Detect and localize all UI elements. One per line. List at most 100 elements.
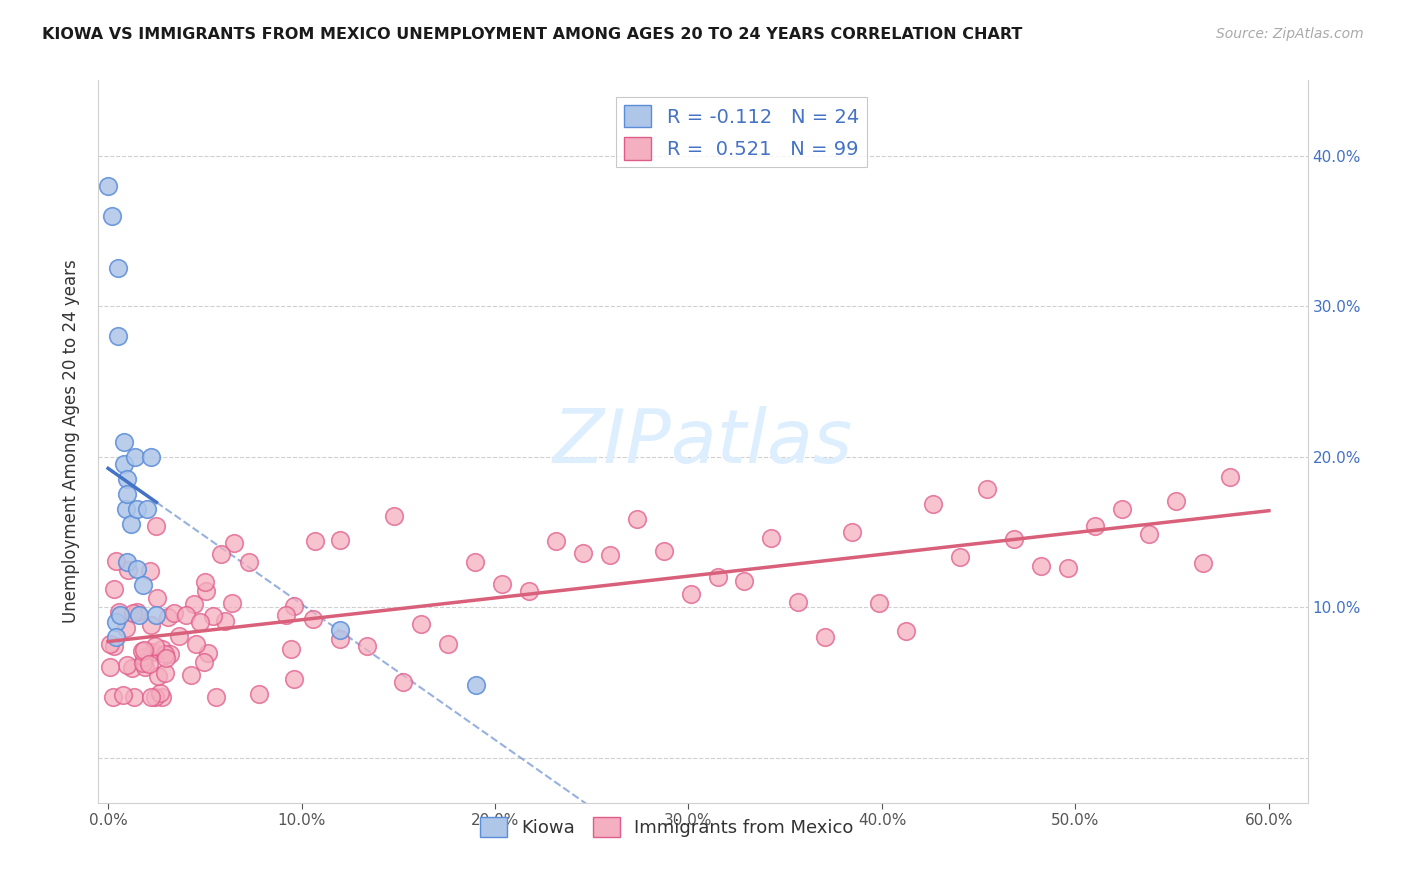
- Point: [224, 536, 246, 550]
- Point: [949, 550, 972, 565]
- Point: [117, 563, 139, 577]
- Point: [104, 615, 127, 630]
- Point: [127, 502, 149, 516]
- Point: [143, 639, 166, 653]
- Point: [146, 591, 169, 605]
- Point: [108, 607, 131, 622]
- Point: [124, 690, 146, 705]
- Point: [1219, 470, 1241, 484]
- Y-axis label: Unemployment Among Ages 20 to 24 years: Unemployment Among Ages 20 to 24 years: [62, 260, 80, 624]
- Point: [922, 497, 945, 511]
- Point: [464, 678, 486, 692]
- Point: [1084, 518, 1107, 533]
- Point: [150, 690, 173, 705]
- Point: [329, 632, 352, 646]
- Point: [121, 661, 143, 675]
- Point: [868, 596, 890, 610]
- Point: [841, 524, 863, 539]
- Point: [108, 605, 131, 619]
- Point: [122, 606, 145, 620]
- Point: [132, 642, 155, 657]
- Point: [214, 614, 236, 628]
- Point: [329, 623, 352, 637]
- Point: [679, 587, 702, 601]
- Point: [283, 599, 305, 613]
- Point: [1111, 501, 1133, 516]
- Point: [517, 583, 540, 598]
- Point: [1192, 556, 1215, 570]
- Point: [787, 594, 810, 608]
- Point: [356, 639, 378, 653]
- Text: KIOWA VS IMMIGRANTS FROM MEXICO UNEMPLOYMENT AMONG AGES 20 TO 24 YEARS CORRELATI: KIOWA VS IMMIGRANTS FROM MEXICO UNEMPLOY…: [42, 27, 1022, 42]
- Point: [120, 517, 142, 532]
- Point: [599, 548, 621, 562]
- Point: [247, 687, 270, 701]
- Point: [145, 607, 167, 622]
- Point: [112, 457, 135, 471]
- Point: [201, 609, 224, 624]
- Point: [127, 606, 149, 620]
- Point: [139, 690, 162, 705]
- Legend: Kiowa, Immigrants from Mexico: Kiowa, Immigrants from Mexico: [472, 810, 860, 845]
- Point: [128, 607, 150, 622]
- Point: [107, 261, 129, 276]
- Point: [103, 639, 125, 653]
- Point: [112, 689, 135, 703]
- Point: [814, 630, 837, 644]
- Point: [761, 531, 783, 545]
- Point: [117, 487, 139, 501]
- Point: [159, 647, 181, 661]
- Point: [280, 641, 302, 656]
- Point: [304, 534, 326, 549]
- Point: [896, 624, 918, 638]
- Point: [148, 668, 170, 682]
- Point: [180, 668, 202, 682]
- Point: [163, 606, 186, 620]
- Point: [104, 630, 127, 644]
- Point: [626, 512, 648, 526]
- Point: [132, 577, 155, 591]
- Point: [98, 637, 121, 651]
- Point: [138, 564, 160, 578]
- Point: [571, 546, 593, 560]
- Point: [115, 658, 138, 673]
- Point: [112, 434, 135, 449]
- Point: [132, 656, 155, 670]
- Point: [1166, 494, 1188, 508]
- Point: [104, 553, 127, 567]
- Point: [117, 472, 139, 486]
- Point: [193, 655, 215, 669]
- Point: [134, 650, 156, 665]
- Point: [114, 502, 136, 516]
- Point: [114, 621, 136, 635]
- Point: [436, 637, 458, 651]
- Point: [131, 644, 153, 658]
- Point: [195, 584, 218, 599]
- Point: [706, 569, 728, 583]
- Text: Source: ZipAtlas.com: Source: ZipAtlas.com: [1216, 27, 1364, 41]
- Point: [491, 577, 513, 591]
- Point: [392, 674, 415, 689]
- Point: [103, 690, 125, 705]
- Point: [149, 686, 172, 700]
- Point: [101, 209, 124, 223]
- Point: [238, 555, 260, 569]
- Point: [138, 657, 160, 671]
- Point: [976, 483, 998, 497]
- Point: [734, 574, 756, 588]
- Point: [204, 690, 226, 705]
- Point: [98, 660, 121, 674]
- Point: [97, 178, 120, 193]
- Point: [301, 612, 323, 626]
- Point: [135, 502, 157, 516]
- Point: [139, 618, 162, 632]
- Point: [382, 508, 405, 523]
- Point: [117, 555, 139, 569]
- Point: [1002, 533, 1025, 547]
- Point: [283, 672, 305, 686]
- Point: [184, 637, 207, 651]
- Point: [209, 547, 232, 561]
- Point: [174, 607, 197, 622]
- Point: [167, 628, 190, 642]
- Point: [107, 329, 129, 343]
